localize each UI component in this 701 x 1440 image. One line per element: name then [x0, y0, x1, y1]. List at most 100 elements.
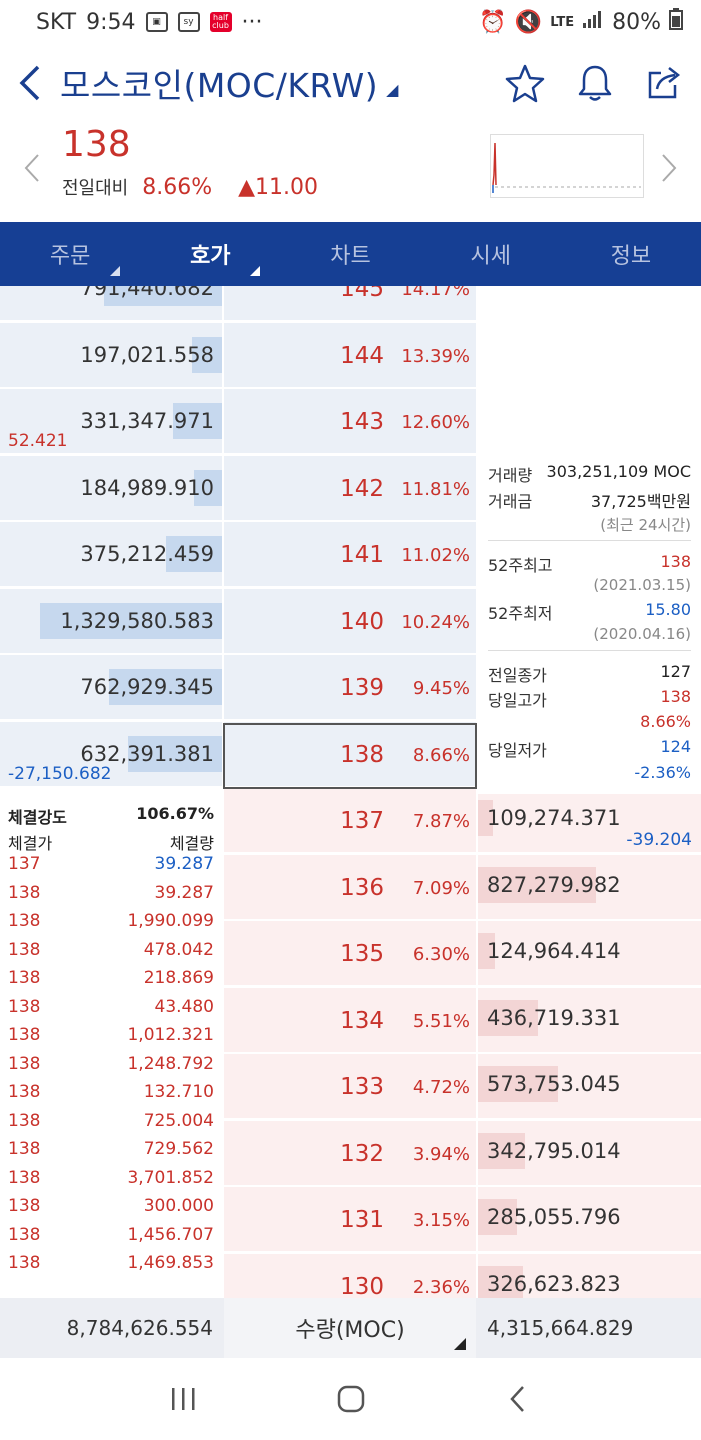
alarm-icon: ⏰ [479, 9, 507, 35]
bid-qty-change: -39.204 [626, 830, 692, 850]
bid-percent: 4.72% [412, 1077, 470, 1098]
favorite-star-icon[interactable] [503, 61, 547, 105]
bid-qty: 326,623.823 [487, 1271, 621, 1296]
ask-percent: 14.17% [401, 286, 470, 300]
ask-price-cell[interactable]: 141 11.02% [224, 522, 476, 588]
ask-price-cell[interactable]: 138 8.66% [224, 721, 476, 788]
bid-price-cell[interactable]: 133 4.72% [224, 1054, 476, 1120]
bid-row[interactable]: 131 3.15% 285,055.796 [0, 1187, 701, 1253]
trade-price: 138 [8, 968, 41, 988]
share-icon[interactable] [643, 61, 687, 105]
ask-qty-cell[interactable]: 375,212.459 [0, 522, 222, 588]
ask-row[interactable]: 1,329,580.583 140 10.24% [0, 588, 701, 655]
mini-price-chart[interactable] [490, 134, 644, 198]
divider [488, 540, 691, 541]
alarm-bell-icon[interactable] [573, 61, 617, 105]
trade-row: 137 39.287 [8, 854, 214, 874]
bid-qty-cell[interactable]: 827,279.982 [478, 854, 701, 921]
recent-apps-icon[interactable] [159, 1374, 209, 1424]
change-label: 전일대비 [62, 178, 129, 199]
ask-price-cell[interactable]: 145 14.17% [224, 286, 476, 322]
ask-price-cell[interactable]: 142 11.81% [224, 455, 476, 522]
bid-price-cell[interactable]: 136 7.09% [224, 854, 476, 921]
bid-percent: 7.09% [412, 877, 470, 899]
bid-price-cell[interactable]: 134 5.51% [224, 987, 476, 1054]
day-low-label: 당일저가 [488, 741, 547, 760]
back-arrow-icon[interactable] [0, 53, 60, 113]
bid-qty-cell[interactable]: 573,753.045 [478, 1054, 701, 1120]
bid-row[interactable]: 133 4.72% 573,753.045 [0, 1054, 701, 1120]
ask-qty-cell[interactable]: 331,347.971 52.421 [0, 389, 222, 455]
bid-row[interactable]: 134 5.51% 436,719.331 [0, 987, 701, 1054]
bid-price-cell[interactable]: 137 7.87% [224, 788, 476, 854]
next-coin-chevron-icon[interactable] [657, 153, 681, 183]
ask-qty-cell[interactable]: 1,329,580.583 [0, 588, 222, 655]
bid-qty-cell[interactable]: 124,964.414 [478, 921, 701, 987]
ask-row[interactable]: 184,989.910 142 11.81% [0, 455, 701, 522]
trade-qty-header: 체결량 [169, 834, 214, 853]
bid-qty-cell[interactable]: 342,795.014 [478, 1120, 701, 1187]
back-nav-icon[interactable] [493, 1374, 543, 1424]
tab-market[interactable]: 시세 [421, 222, 561, 286]
ask-row[interactable]: 197,021.558 144 13.39% [0, 322, 701, 389]
ask-qty-cell[interactable]: 632,391.381 -27,150.682 [0, 721, 222, 788]
tab-orderbook[interactable]: 호가 [140, 222, 280, 286]
gallery-notification-icon: ▣ [145, 12, 168, 32]
ask-qty-cell[interactable]: 791,440.682 [0, 286, 222, 322]
ask-price-cell[interactable]: 144 13.39% [224, 322, 476, 389]
ask-price-cell[interactable]: 140 10.24% [224, 588, 476, 655]
bid-price-cell[interactable]: 131 3.15% [224, 1187, 476, 1253]
page-title[interactable]: 모스코인(MOC/KRW) [60, 66, 379, 105]
bid-row[interactable]: 130 2.36% 326,623.823 [0, 1253, 701, 1298]
high52-value: 138 [660, 552, 691, 571]
coin-selector-dropdown-icon[interactable]: ◢ [386, 79, 399, 99]
trade-price: 138 [8, 1196, 41, 1216]
tab-chart[interactable]: 차트 [280, 222, 420, 286]
carrier-label: SKT [36, 9, 77, 35]
home-icon[interactable] [326, 1374, 376, 1424]
ask-qty-cell[interactable]: 762,929.345 [0, 655, 222, 721]
prev-coin-chevron-icon[interactable] [20, 153, 44, 183]
trade-price: 138 [8, 882, 41, 903]
trade-qty: 1,012.321 [127, 1025, 214, 1045]
unit-label: 수량(MOC) [295, 1318, 405, 1343]
bid-qty-cell[interactable]: 109,274.371 -39.204 [478, 788, 701, 854]
tab-info[interactable]: 정보 [561, 222, 701, 286]
ask-price-cell[interactable]: 139 9.45% [224, 655, 476, 721]
ask-row[interactable]: 791,440.682 145 14.17% [0, 286, 701, 322]
bid-price-cell[interactable]: 132 3.94% [224, 1120, 476, 1187]
ask-volume-bar [173, 403, 222, 439]
ask-price-cell[interactable]: 143 12.60% [224, 389, 476, 455]
bid-percent: 3.94% [412, 1143, 470, 1165]
ask-volume-bar [192, 336, 222, 373]
ask-qty-cell[interactable]: 184,989.910 [0, 455, 222, 522]
ask-row[interactable]: 331,347.971 52.421 143 12.60% [0, 389, 701, 455]
ask-price: 144 [340, 342, 384, 369]
bid-qty-cell[interactable]: 436,719.331 [478, 987, 701, 1054]
ask-price: 143 [340, 409, 384, 435]
ask-row[interactable]: 375,212.459 141 11.02% [0, 522, 701, 588]
bid-row[interactable]: 132 3.94% 342,795.014 [0, 1120, 701, 1187]
unit-toggle-button[interactable]: 수량(MOC) [224, 1298, 476, 1358]
trade-qty: 725.004 [143, 1110, 214, 1131]
tab-order[interactable]: 주문 [0, 222, 140, 286]
bid-row[interactable]: 135 6.30% 124,964.414 [0, 921, 701, 987]
bid-row[interactable]: 136 7.09% 827,279.982 [0, 854, 701, 921]
bid-percent: 3.15% [412, 1210, 470, 1231]
bid-price-cell[interactable]: 135 6.30% [224, 921, 476, 987]
bid-volume-bar [478, 1199, 517, 1235]
bid-qty-cell[interactable]: 326,623.823 [478, 1253, 701, 1298]
price-summary: 138 전일대비 8.66% ▲11.00 [0, 118, 701, 218]
ask-qty: 331,347.971 [80, 409, 214, 433]
bid-price-cell[interactable]: 130 2.36% [224, 1253, 476, 1298]
ask-qty: 762,929.345 [80, 675, 214, 699]
bid-qty-cell[interactable]: 285,055.796 [478, 1187, 701, 1253]
trade-price: 138 [8, 1253, 41, 1273]
ask-row[interactable]: 632,391.381 -27,150.682 138 8.66% [0, 721, 701, 788]
day-low-value: 124 [660, 737, 691, 756]
mute-icon: 🔇 [514, 9, 543, 35]
ask-row[interactable]: 762,929.345 139 9.45% [0, 655, 701, 721]
ask-qty-cell[interactable]: 197,021.558 [0, 322, 222, 389]
bid-row[interactable]: 137 7.87% 109,274.371 -39.204 [0, 788, 701, 854]
bid-volume-bar [478, 800, 493, 836]
